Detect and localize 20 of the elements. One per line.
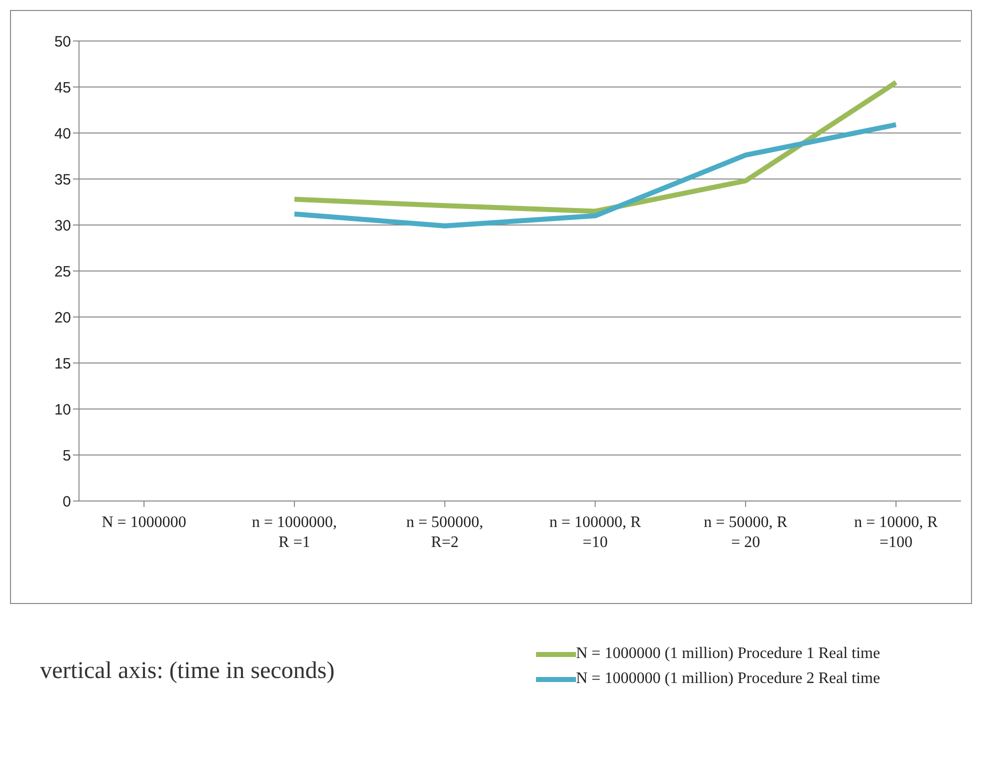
legend-label: N = 1000000 (1 million) Procedure 2 Real time [576,669,880,688]
y-tick-label: 0 [62,493,71,510]
y-tick-label: 50 [54,33,71,50]
legend-label: N = 1000000 (1 million) Procedure 1 Real time [576,644,880,663]
y-tick-label: 35 [54,171,71,188]
x-tick-label: n = 10000, R =100 [854,514,938,551]
x-tick-label: N = 1000000 [102,514,186,531]
text: vertical axis: (time in seconds) [40,658,335,685]
x-tick-label: n = 1000000, R =1 [252,514,337,551]
y-tick-label: 30 [54,217,71,234]
y-tick-label: 10 [54,401,71,418]
y-tick-label: 20 [54,309,71,326]
y-tick-label: 5 [62,447,71,464]
y-tick-label: 15 [54,355,71,372]
x-tick-label: n = 100000, R =10 [549,514,642,551]
x-tick-label: n = 500000, R=2 [406,514,484,551]
x-tick-label: n = 50000, R = 20 [704,514,788,551]
y-tick-label: 45 [54,79,71,96]
y-tick-label: 25 [54,263,71,280]
y-tick-label: 40 [54,125,71,142]
